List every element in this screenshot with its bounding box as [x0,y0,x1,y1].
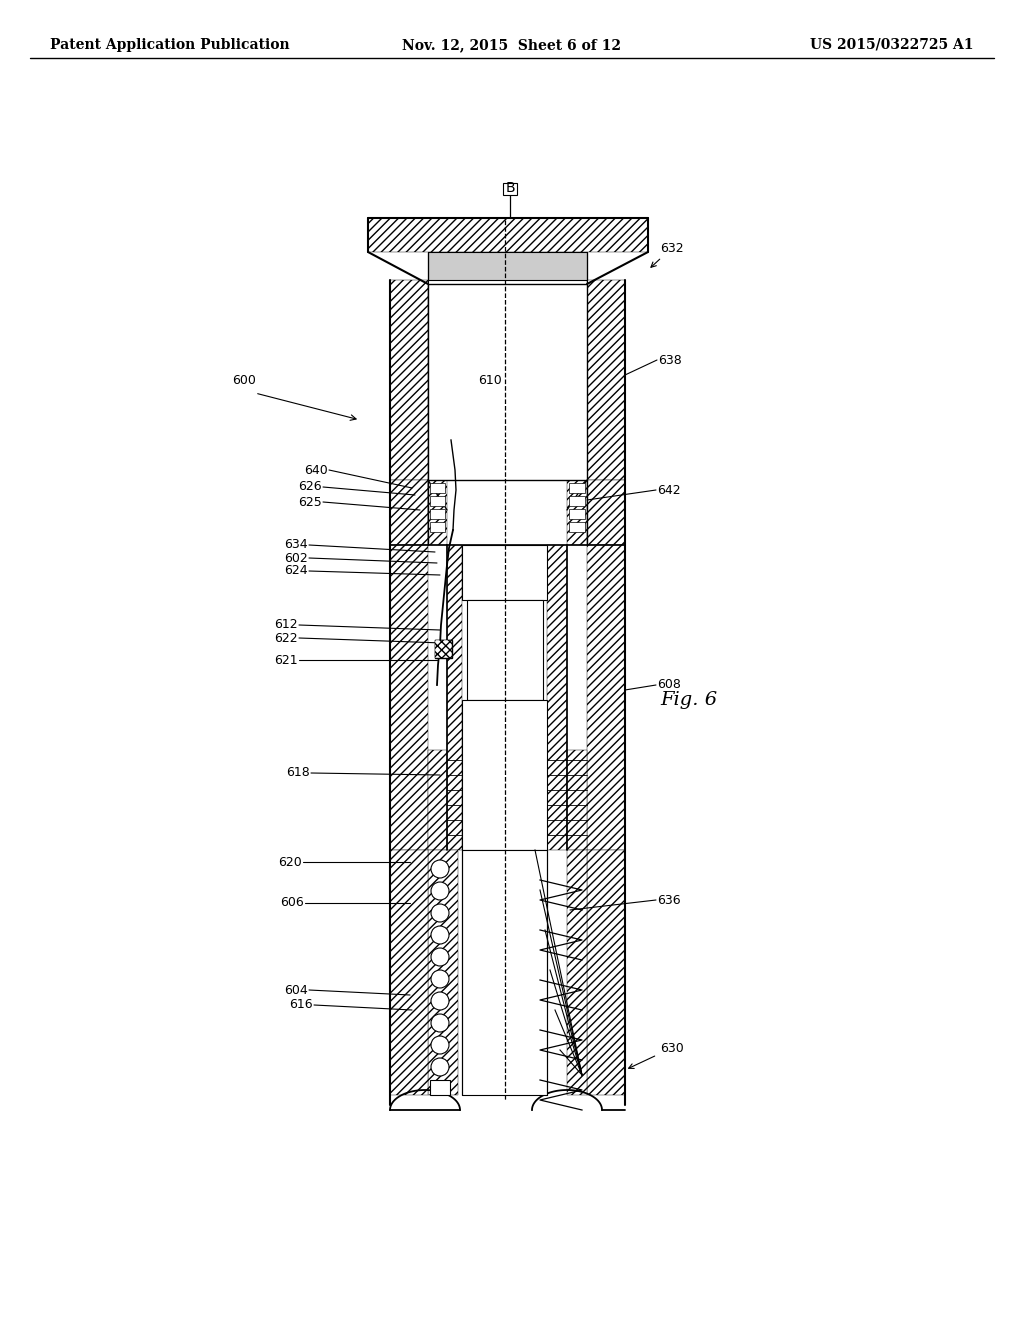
Text: Nov. 12, 2015  Sheet 6 of 12: Nov. 12, 2015 Sheet 6 of 12 [402,38,622,51]
Text: 634: 634 [285,539,308,552]
Bar [587,850,625,1096]
Circle shape [431,948,449,966]
Circle shape [431,1059,449,1076]
Text: Patent Application Publication: Patent Application Publication [50,38,290,51]
Text: 600: 600 [232,374,256,387]
Bar [430,1080,450,1096]
Circle shape [431,993,449,1010]
Bar [567,850,587,1096]
Text: US 2015/0322725 A1: US 2015/0322725 A1 [811,38,974,51]
Bar [390,850,428,1096]
Text: 610: 610 [478,374,502,387]
Text: 638: 638 [658,354,682,367]
Text: 618: 618 [287,767,310,780]
Text: 642: 642 [657,483,681,496]
Bar [435,640,452,657]
Bar [503,183,517,195]
Bar [447,545,462,850]
Bar [430,483,445,492]
Text: B: B [505,181,515,195]
Circle shape [431,904,449,921]
Bar [368,218,648,252]
Bar [569,521,585,532]
Bar [569,510,585,519]
Bar [547,545,567,850]
Circle shape [431,1036,449,1053]
Circle shape [431,927,449,944]
Circle shape [431,1014,449,1032]
Bar [428,750,447,850]
Circle shape [431,970,449,987]
Bar [428,850,458,1096]
Text: 604: 604 [285,983,308,997]
Text: 636: 636 [657,894,681,907]
Bar [567,480,587,545]
Text: 626: 626 [298,480,322,494]
Bar [428,480,447,545]
Text: 620: 620 [279,855,302,869]
Text: 624: 624 [285,565,308,578]
Text: 630: 630 [629,1041,684,1068]
Bar [435,640,452,657]
Bar [430,510,445,519]
Bar [467,601,543,700]
Text: 622: 622 [274,631,298,644]
Bar [390,280,428,480]
Bar [587,280,625,480]
Bar [462,545,547,601]
Bar [569,496,585,506]
Bar [567,750,587,850]
Bar [430,521,445,532]
Text: 640: 640 [304,463,328,477]
Bar [462,850,547,1096]
Bar [569,483,585,492]
Bar [587,480,625,545]
Circle shape [431,861,449,878]
Text: 616: 616 [290,998,313,1011]
Text: 602: 602 [285,552,308,565]
Text: 621: 621 [274,653,298,667]
Text: 632: 632 [651,242,684,267]
Bar [428,252,587,280]
Text: 625: 625 [298,495,322,508]
Text: 612: 612 [274,619,298,631]
Bar [390,545,428,850]
Bar [428,284,587,480]
Text: 608: 608 [657,678,681,692]
Bar [430,496,445,506]
Bar [462,700,547,850]
Text: 606: 606 [281,896,304,909]
Bar [390,480,428,545]
Bar [587,545,625,850]
Circle shape [431,882,449,900]
Text: Fig. 6: Fig. 6 [660,690,717,709]
